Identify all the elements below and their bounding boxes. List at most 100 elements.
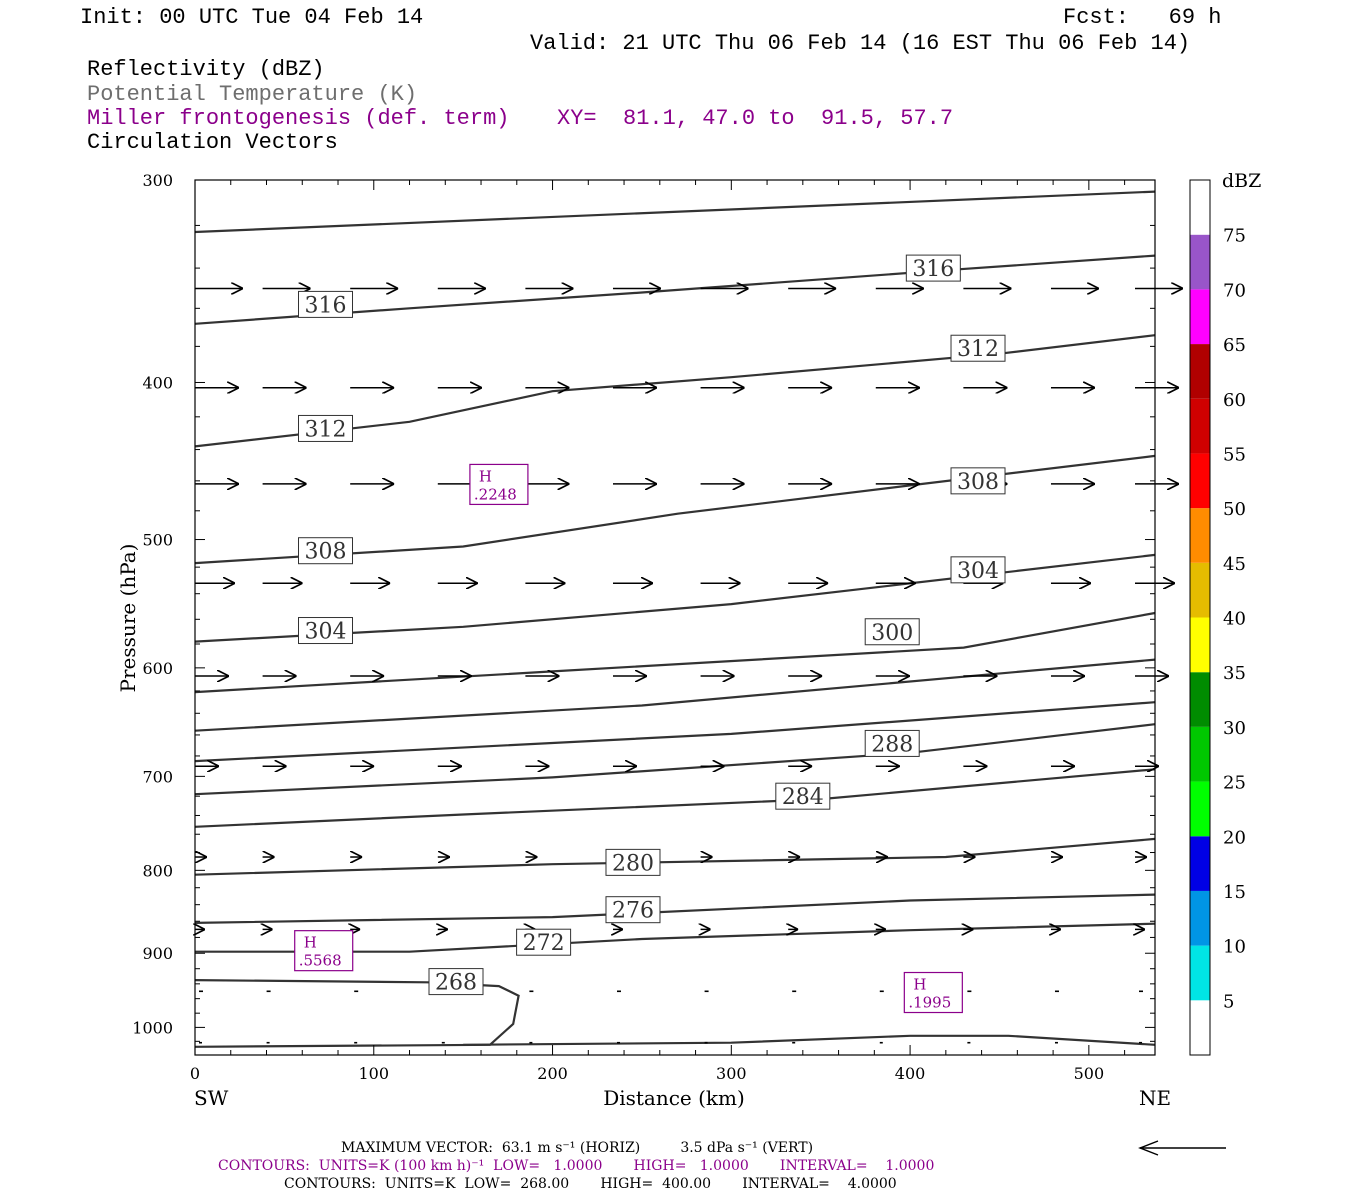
colorbar-level-label: 40 (1223, 609, 1246, 630)
contour-label-box (950, 556, 1006, 584)
contour-label-304: 304 (957, 559, 999, 584)
colorbar-level-label: 75 (1223, 226, 1246, 247)
theta-contour-288 (194, 723, 1156, 796)
contour-label-304: 304 (305, 620, 347, 645)
contour-label-308: 308 (957, 470, 999, 495)
field-reflectivity: Reflectivity (dBZ) (87, 57, 325, 82)
y-axis-label: Pressure (hPa) (116, 544, 140, 693)
colorbar-segment (1190, 726, 1210, 782)
colorbar-level-label: 10 (1223, 937, 1246, 958)
colorbar-segment (1190, 453, 1210, 509)
field-frontogenesis: Miller frontogenesis (def. term) (87, 106, 510, 131)
theta-contour-292 (194, 701, 1156, 763)
y-tick-label: 500 (142, 531, 173, 550)
colorbar-segment (1190, 508, 1210, 563)
colorbar-level-label: 25 (1223, 773, 1246, 794)
forecast-hour: Fcst: 69 h (1063, 5, 1222, 30)
colorbar-level-label: 15 (1223, 882, 1246, 903)
colorbar-level-label: 70 (1223, 280, 1246, 301)
colorbar-level-label: 50 (1223, 499, 1246, 520)
reference-vector-head (1138, 1140, 1159, 1156)
colorbar-segment (1190, 398, 1210, 454)
high-value: .2248 (474, 485, 517, 503)
theta-contour-280 (194, 837, 1156, 876)
colorbar-segment (1190, 234, 1210, 290)
contour-label-300: 300 (871, 621, 913, 646)
high-value: .1995 (908, 994, 951, 1012)
colorbar-level-label: 20 (1223, 827, 1246, 848)
contour-label-276: 276 (612, 899, 654, 924)
theta-contour-296 (194, 658, 1156, 732)
x-end-label-sw: SW (194, 1086, 229, 1110)
contour-label-268: 268 (435, 971, 477, 996)
y-tick-label: 700 (142, 767, 173, 786)
colorbar-segment (1190, 945, 1210, 1001)
high-box (903, 971, 963, 1014)
xy-endpoints: XY= 81.1, 47.0 to 91.5, 57.7 (557, 106, 954, 131)
contour-label-box (428, 968, 484, 996)
colorbar-segment (1190, 617, 1210, 673)
contour-label-box (775, 782, 831, 810)
x-tick-label: 100 (358, 1064, 389, 1083)
contour-label-box (905, 254, 961, 282)
contour-label-312: 312 (305, 417, 347, 442)
contour-label-box (516, 928, 572, 956)
colorbar-level-label: 45 (1223, 554, 1246, 575)
high-marker: H (479, 467, 492, 485)
contour-label-box (605, 896, 661, 924)
high-value: .5568 (299, 952, 342, 970)
high-box (294, 930, 354, 972)
y-tick-label: 900 (142, 944, 173, 963)
theta-contour-284 (194, 768, 1156, 828)
theta-contour-276 (194, 893, 1156, 924)
colorbar-segment (1190, 562, 1210, 618)
contour-label-316: 316 (305, 293, 347, 318)
x-tick-label: 200 (537, 1064, 568, 1083)
y-tick-label: 800 (142, 861, 173, 880)
field-theta: Potential Temperature (K) (87, 82, 418, 107)
field-vectors: Circulation Vectors (87, 130, 338, 155)
colorbar-segment (1190, 1000, 1210, 1055)
contour-label-308: 308 (305, 540, 347, 565)
colorbar-level-label: 30 (1223, 718, 1246, 739)
contour-label-box (298, 414, 354, 442)
high-marker: H (304, 934, 317, 952)
colorbar-segment (1190, 672, 1210, 727)
contour-label-316: 316 (912, 257, 954, 282)
x-axis-label: Distance (km) (603, 1086, 745, 1110)
contour-label-box (950, 467, 1006, 495)
colorbar-segment (1190, 289, 1210, 345)
colorbar-level-label: 35 (1223, 663, 1246, 684)
y-tick-label: 300 (142, 171, 173, 190)
contour-label-box (864, 618, 920, 646)
high-box (469, 463, 529, 506)
contour-label-box (864, 729, 920, 757)
y-tick-label: 600 (142, 659, 173, 678)
theta-contour-312 (194, 334, 1156, 448)
theta-contour-320 (194, 190, 1156, 234)
x-tick-label: 400 (895, 1064, 926, 1083)
plot-frame (194, 179, 1156, 1056)
contour-label-272: 272 (523, 931, 565, 956)
contour-label-312: 312 (957, 337, 999, 362)
colorbar-segment (1190, 344, 1210, 399)
x-end-label-ne: NE (1139, 1086, 1171, 1110)
colorbar-segment (1190, 180, 1210, 235)
colorbar-level-label: 55 (1223, 444, 1246, 465)
contour-label-box (298, 290, 354, 318)
footer-max-vector: MAXIMUM VECTOR: 63.1 m s⁻¹ (HORIZ) 3.5 d… (341, 1140, 814, 1156)
high-marker: H (913, 976, 926, 994)
footer-contours-fronto: CONTOURS: UNITS=K (100 km h)⁻¹ LOW= 1.00… (218, 1158, 935, 1174)
contour-label-288: 288 (871, 732, 913, 757)
footer-contours-theta: CONTOURS: UNITS=K LOW= 268.00 HIGH= 400.… (284, 1176, 897, 1192)
contour-label-box (950, 334, 1006, 362)
colorbar-frame (1189, 179, 1211, 1056)
valid-time: Valid: 21 UTC Thu 06 Feb 14 (16 EST Thu … (530, 31, 1191, 56)
y-tick-label: 1000 (132, 1018, 173, 1037)
colorbar-level-label: 5 (1223, 991, 1234, 1012)
colorbar-segment (1190, 836, 1210, 891)
contour-label-box (298, 537, 354, 565)
theta-contour-264 (463, 1034, 1156, 1046)
init-time: Init: 00 UTC Tue 04 Feb 14 (80, 5, 424, 30)
x-tick-label: 500 (1074, 1064, 1105, 1083)
